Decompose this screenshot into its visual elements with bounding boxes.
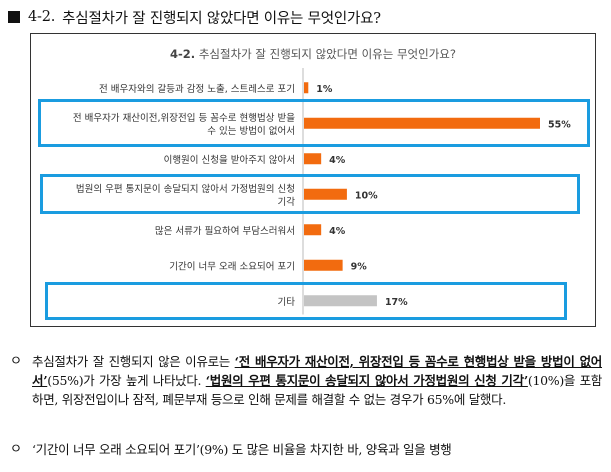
bar — [304, 295, 377, 307]
data-label: 10% — [355, 190, 378, 201]
highlight-box — [40, 174, 580, 215]
paragraph-1-bullet: ㅇ — [10, 354, 22, 369]
square-bullet-icon — [8, 11, 20, 23]
chart-title-number: 4-2. — [170, 47, 196, 61]
category-label: 기각 — [278, 196, 296, 208]
section-number: 4-2. — [28, 9, 56, 25]
highlight-box — [38, 99, 590, 148]
category-label: 이행원이 신청을 받아주지 않아서 — [164, 154, 295, 166]
bar — [304, 259, 343, 271]
paragraph-2-text: ‘기간이 너무 오래 소요되어 포기’(9%) 도 많은 비율을 차지한 바, … — [32, 442, 452, 457]
bar-chart: 전 배우자와의 갈등과 감정 노출, 스트레스로 포기 1% 전 배우자가 재산이전… — [73, 68, 571, 315]
paragraph-1-text-b: (55%)가 가장 높게 나타났다. — [47, 373, 206, 388]
paragraph-1-text-c: (10%)을 포함하면, 위장전입이나 잠적, 폐문부재 등으로 인해 문제를 … — [32, 373, 602, 407]
category-label: 기타 — [278, 297, 296, 308]
paragraph-1-text-a: 추심절차가 잘 진행되지 않은 이유로는 — [32, 354, 235, 369]
bar — [304, 153, 322, 165]
data-label: 9% — [351, 261, 368, 272]
category-label: 기간이 너무 오래 소요되어 포기 — [169, 261, 295, 272]
bar — [304, 188, 347, 200]
data-label: 4% — [329, 226, 346, 237]
paragraph-1-emphasis-b: ‘법원의 우편 통지문이 송달되지 않아서 가정법원의 신청 기각’ — [205, 373, 528, 388]
bar — [304, 82, 309, 94]
chart-title: 4-2. 추심절차가 잘 진행되지 않았다면 이유는 무엇인가요? — [31, 46, 595, 62]
bar — [304, 117, 540, 129]
category-label: 수 있는 방법이 없어서 — [207, 125, 295, 137]
data-label: 1% — [316, 84, 333, 95]
category-label: 법원의 우편 통지문이 송달되지 않아서 가정법원의 신청 — [76, 183, 295, 195]
paragraph-1-emphasis-a: ‘전 배우자가 재산이전, 위장전입 등 꼼수로 현행법상 받을 방법이 없어서… — [32, 354, 603, 388]
data-label: 4% — [329, 155, 346, 166]
chart-frame: 4-2. 추심절차가 잘 진행되지 않았다면 이유는 무엇인가요? 전 배우자와… — [30, 33, 596, 327]
bar — [304, 224, 322, 236]
section-heading: 4-2. 추심절차가 잘 진행되지 않았다면 이유는 무엇인가요? — [8, 6, 381, 28]
category-label: 전 배우자와의 갈등과 감정 노출, 스트레스로 포기 — [99, 83, 295, 95]
highlight-box — [45, 281, 567, 320]
category-label: 많은 서류가 필요하여 부담스러워서 — [155, 225, 295, 237]
data-label: 17% — [385, 297, 408, 308]
paragraph-1: ㅇ 추심절차가 잘 진행되지 않은 이유로는 ‘전 배우자가 재산이전, 위장전… — [10, 352, 603, 409]
chart-title-text: 추심절차가 잘 진행되지 않았다면 이유는 무엇인가요? — [198, 47, 456, 61]
paragraph-2-bullet: ㅇ — [10, 442, 22, 457]
data-label: 55% — [548, 119, 571, 130]
paragraph-2: ㅇ ‘기간이 너무 오래 소요되어 포기’(9%) 도 많은 비율을 차지한 바… — [10, 440, 602, 459]
section-title: 추심절차가 잘 진행되지 않았다면 이유는 무엇인가요? — [62, 10, 381, 27]
category-label: 전 배우자가 재산이전,위장전입 등 꼼수로 현행법상 받을 — [73, 112, 295, 124]
